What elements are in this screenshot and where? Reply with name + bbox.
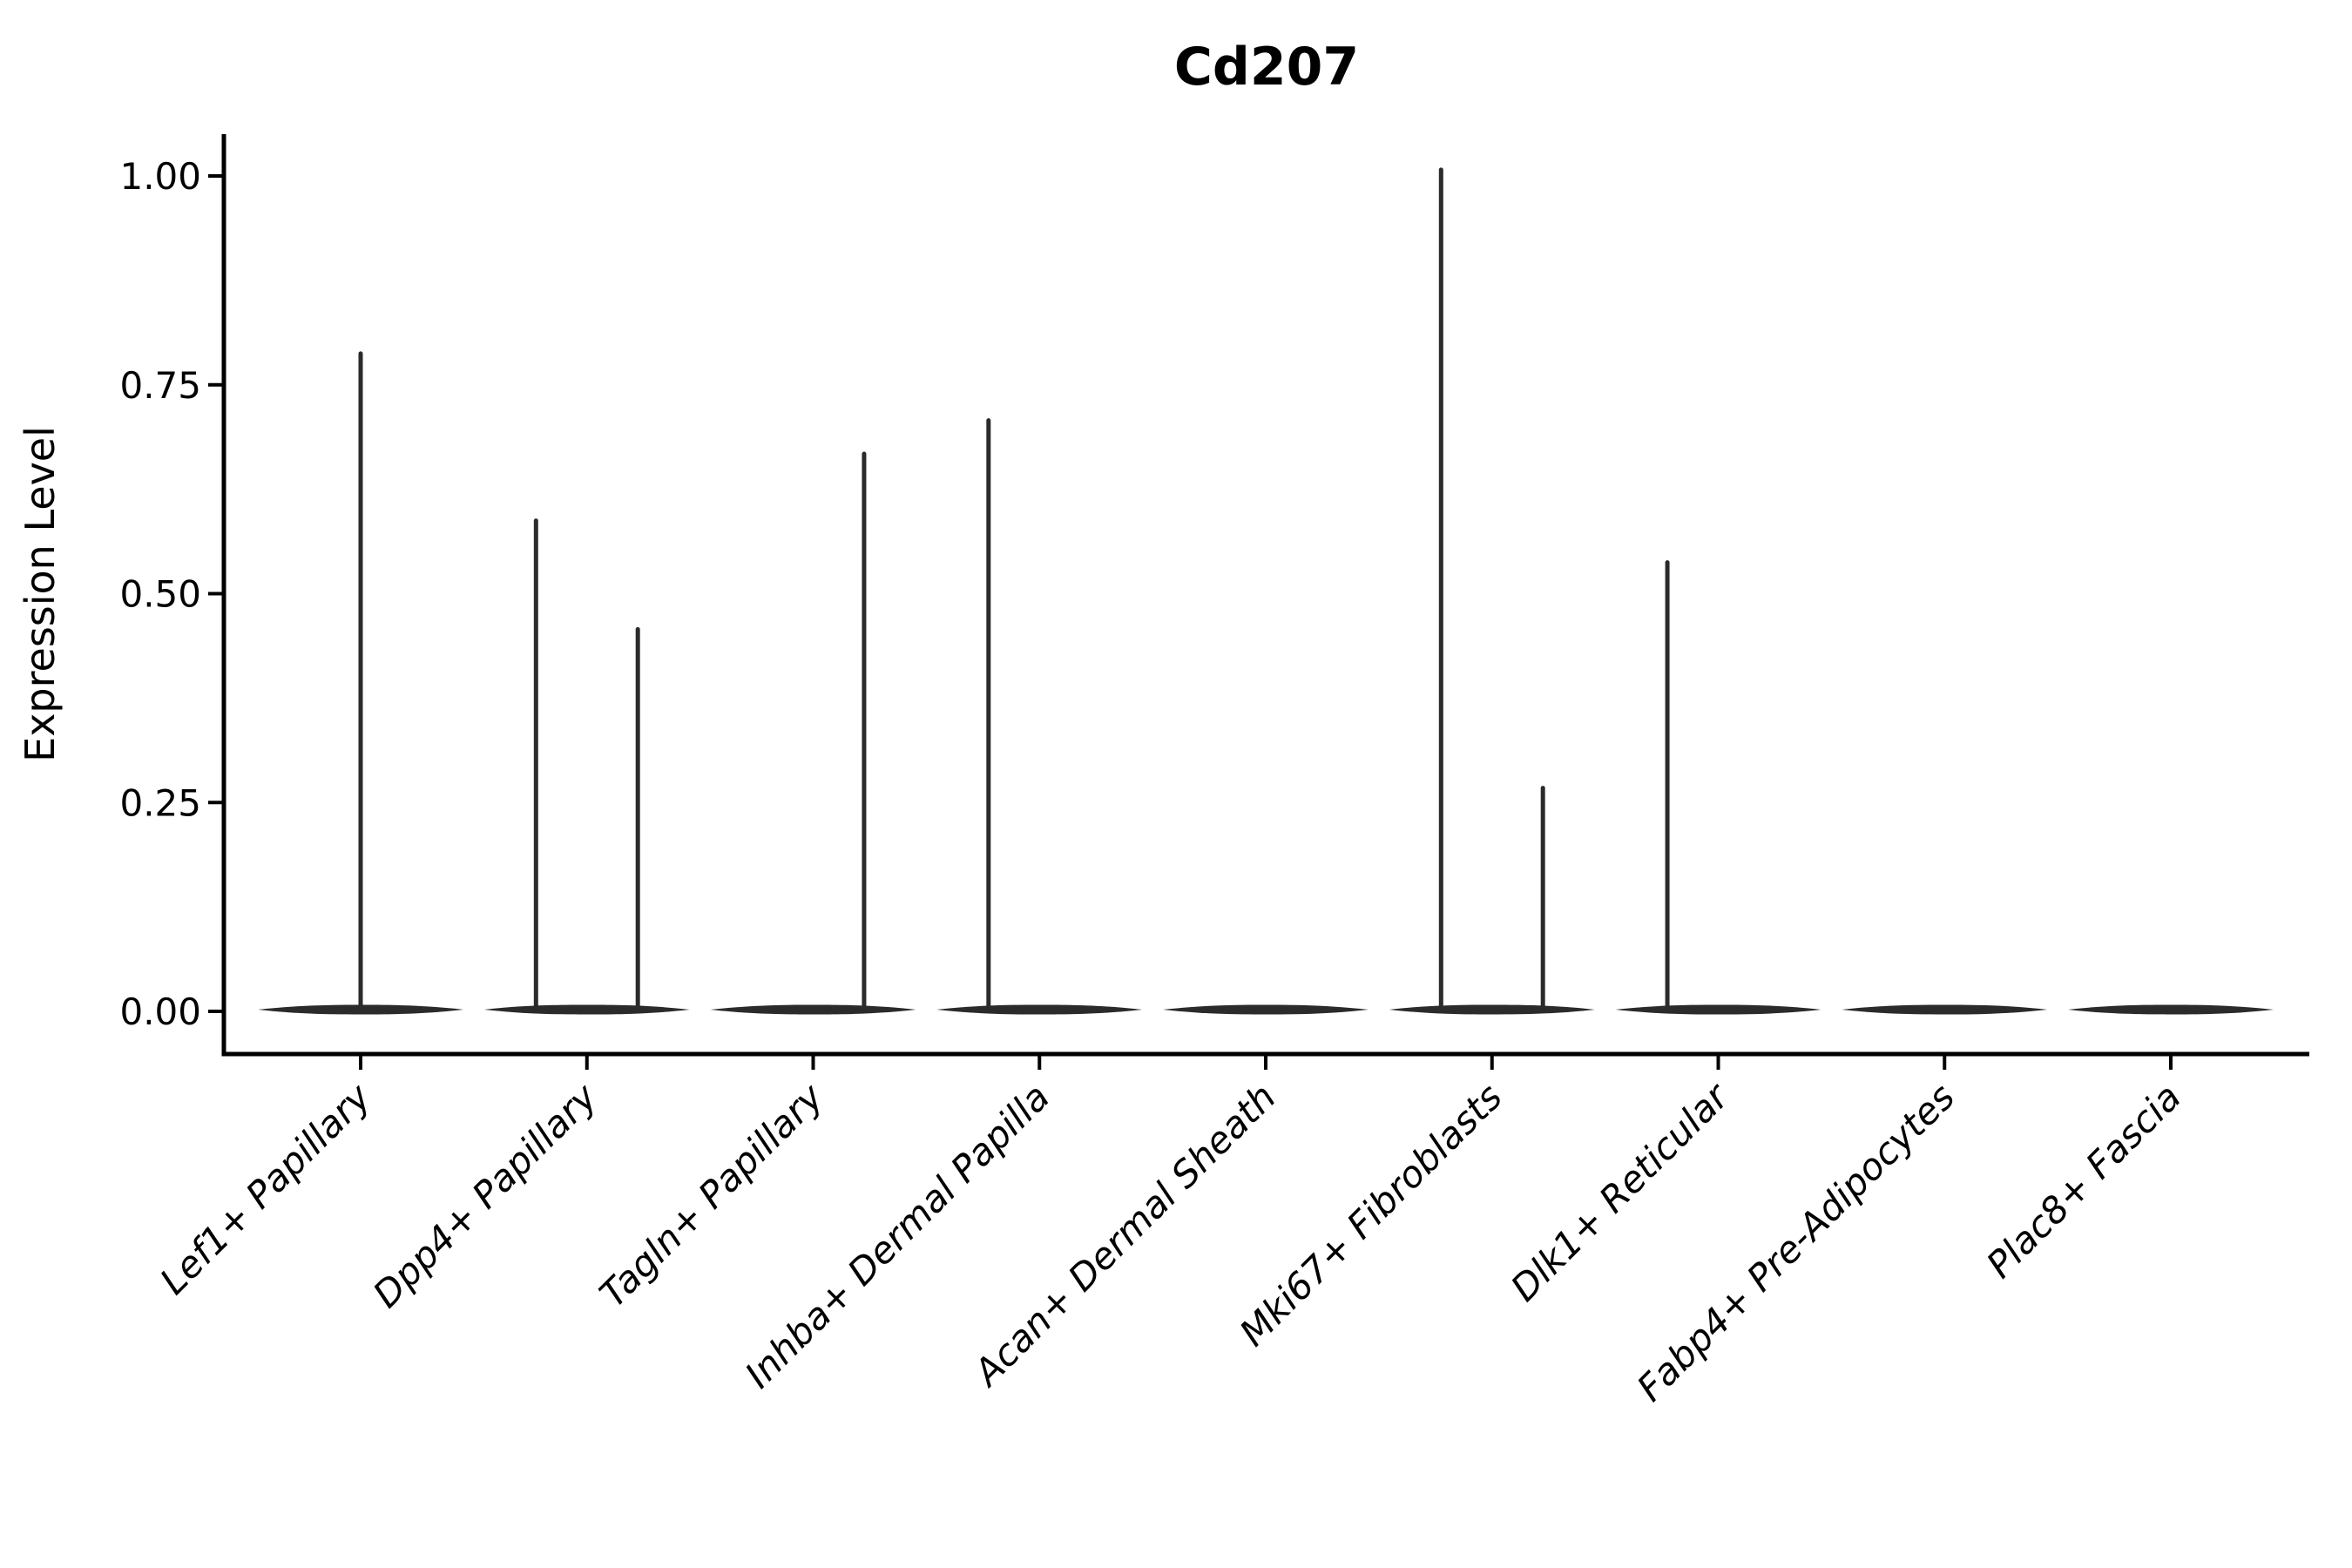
x-tick-label: Lef1+ Papillary bbox=[152, 1075, 380, 1303]
x-tick-label: Tagln+ Papillary bbox=[591, 1075, 833, 1316]
violin-baseline bbox=[710, 1004, 916, 1015]
violin-spike bbox=[1540, 786, 1545, 1010]
y-tick-label: 0.00 bbox=[119, 990, 201, 1033]
x-tick-label: Mki67+ Fibroblasts bbox=[1232, 1075, 1511, 1354]
violin-spike bbox=[358, 351, 363, 1010]
violin-baseline bbox=[1163, 1004, 1369, 1015]
x-tick-label: Dpp4+ Papillary bbox=[365, 1075, 606, 1316]
labels-layer: 1.00 0.75 0.50 0.25 0.00 Lef1+ PapillaryDpp4+… bbox=[119, 155, 2189, 1409]
axis-lines bbox=[221, 134, 2309, 1057]
axes-layer bbox=[208, 134, 2309, 1070]
violin-spike bbox=[862, 451, 867, 1010]
violin-baseline bbox=[1615, 1004, 1821, 1015]
violin-spike bbox=[533, 518, 538, 1010]
x-tick-label: Dlk1+ Reticular bbox=[1503, 1073, 1739, 1309]
violin-baseline bbox=[483, 1004, 690, 1015]
violin-spike bbox=[1438, 167, 1443, 1010]
violin-baseline bbox=[1842, 1004, 2048, 1015]
y-tick-label: 1.00 bbox=[119, 155, 201, 198]
x-tick-label: Plac8+ Fascia bbox=[1978, 1075, 2189, 1286]
violin-spike bbox=[986, 418, 991, 1010]
y-axis-label: Expression Level bbox=[17, 426, 64, 762]
y-tick-label: 0.25 bbox=[119, 781, 201, 824]
y-tick-label: 0.50 bbox=[119, 573, 201, 616]
y-tick-label: 0.75 bbox=[119, 364, 201, 407]
violin-spike bbox=[1665, 560, 1670, 1010]
violin-baseline bbox=[1389, 1004, 1595, 1015]
chart-title: Cd207 bbox=[1174, 37, 1359, 98]
violin-baseline bbox=[936, 1004, 1143, 1015]
violin-baseline bbox=[2068, 1004, 2274, 1015]
violin-spike bbox=[635, 626, 640, 1010]
violins-layer bbox=[258, 167, 2274, 1015]
